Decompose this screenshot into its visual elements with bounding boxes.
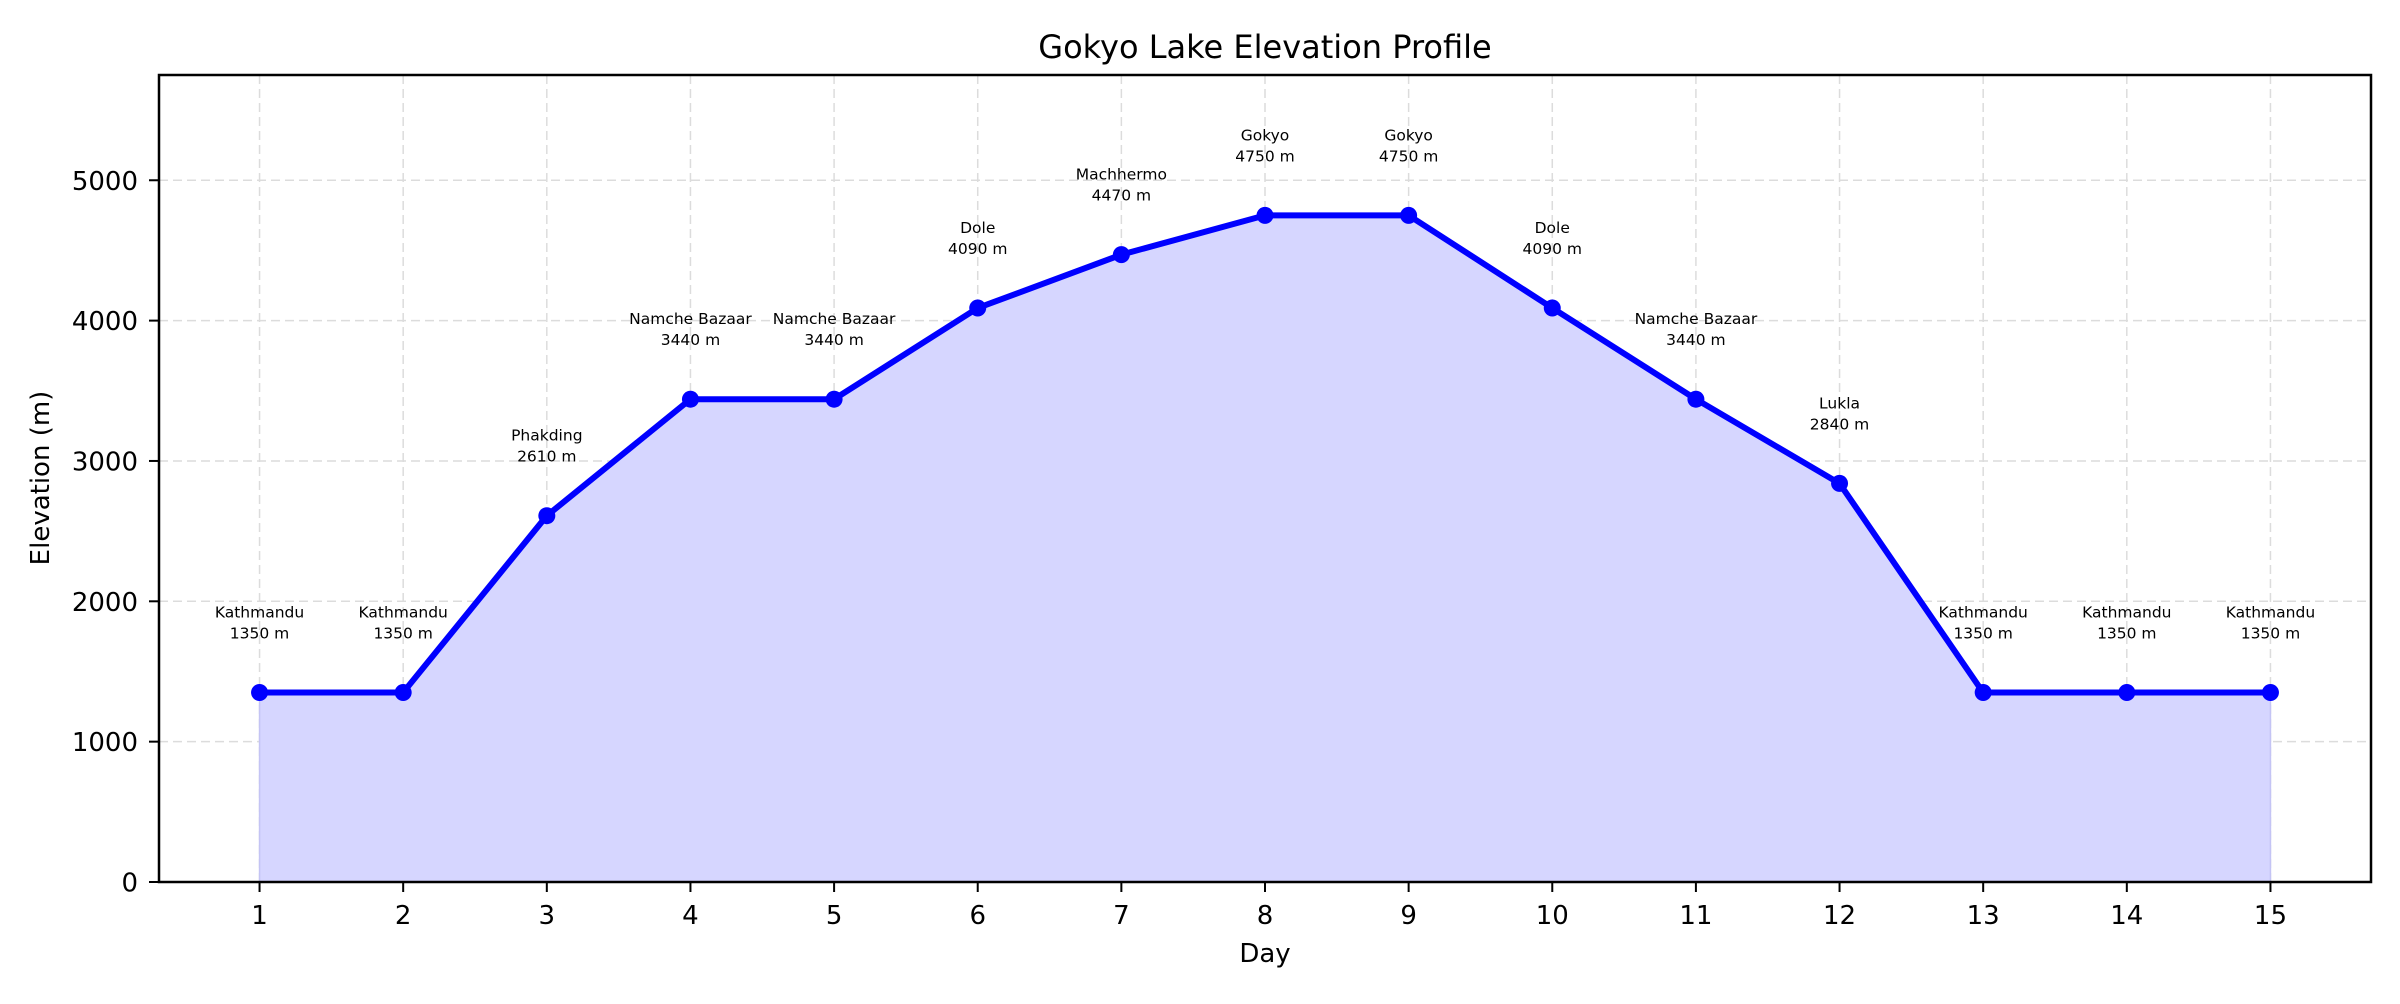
area-fill: [258, 214, 2272, 883]
point-annotation: Machhermo 4470 m: [1076, 166, 1167, 205]
data-point-marker: [1543, 299, 1561, 317]
y-tick-label: 4000: [72, 307, 138, 337]
data-point-marker: [2118, 684, 2136, 702]
x-tick-label: 8: [1257, 901, 1274, 931]
annotation-location: Kathmandu: [1938, 604, 2027, 622]
point-annotation: Kathmandu 1350 m: [2226, 604, 2315, 643]
x-tick-label: 10: [1536, 901, 1569, 931]
annotation-elevation: 4750 m: [1379, 147, 1438, 165]
x-tick-label: 1: [251, 901, 268, 931]
annotation-elevation: 2610 m: [517, 448, 576, 466]
annotation-location: Namche Bazaar: [629, 310, 752, 328]
data-point-marker: [969, 299, 987, 317]
point-annotation: Dole 4090 m: [1523, 219, 1582, 258]
point-annotation: Dole 4090 m: [948, 219, 1007, 258]
x-tick-label: 6: [969, 901, 986, 931]
annotation-elevation: 1350 m: [230, 625, 289, 643]
annotation-location: Kathmandu: [2226, 604, 2315, 622]
point-annotation: Kathmandu 1350 m: [358, 604, 447, 643]
x-tick-label: 14: [2110, 901, 2143, 931]
x-tick-label: 3: [539, 901, 556, 931]
data-point-marker: [681, 390, 699, 408]
annotation-elevation: 3440 m: [804, 331, 863, 349]
x-tick-label: 13: [1967, 901, 2000, 931]
annotation-elevation: 4090 m: [948, 240, 1007, 258]
data-point-marker: [1256, 206, 1274, 224]
annotation-location: Gokyo: [1241, 126, 1290, 144]
annotation-location: Phakding: [511, 427, 582, 445]
annotation-elevation: 3440 m: [661, 331, 720, 349]
y-axis-ticks: 0 1000 2000 3000 4000 5000: [72, 167, 159, 899]
annotation-location: Namche Bazaar: [773, 310, 896, 328]
data-point-marker: [1974, 684, 1992, 702]
y-tick-label: 3000: [72, 447, 138, 477]
y-tick-label: 2000: [72, 588, 138, 618]
y-tick-label: 5000: [72, 167, 138, 197]
point-annotation: Kathmandu 1350 m: [2082, 604, 2171, 643]
data-point-marker: [1831, 474, 1849, 492]
point-annotation: Phakding 2610 m: [511, 427, 582, 466]
x-tick-label: 12: [1823, 901, 1856, 931]
annotation-location: Lukla: [1819, 394, 1860, 412]
data-point-marker: [1687, 390, 1705, 408]
elevation-area: [258, 214, 2272, 883]
x-tick-label: 5: [826, 901, 843, 931]
annotation-location: Dole: [960, 219, 995, 237]
annotation-location: Kathmandu: [358, 604, 447, 622]
x-tick-label: 2: [395, 901, 412, 931]
x-axis-ticks: 1 2 3 4 5 6 7 8 9 10 11 12 13 14 15: [251, 882, 2287, 931]
point-annotation: Lukla 2840 m: [1810, 394, 1869, 433]
point-annotation: Namche Bazaar 3440 m: [1635, 310, 1758, 349]
annotation-elevation: 3440 m: [1666, 331, 1725, 349]
data-point-marker: [538, 507, 556, 525]
data-point-marker: [251, 684, 269, 702]
x-tick-label: 11: [1679, 901, 1712, 931]
point-annotation: Kathmandu 1350 m: [215, 604, 304, 643]
annotation-elevation: 4470 m: [1092, 187, 1151, 205]
annotation-elevation: 4090 m: [1523, 240, 1582, 258]
point-annotation: Gokyo 4750 m: [1379, 126, 1438, 165]
data-point-marker: [394, 684, 412, 702]
annotation-elevation: 1350 m: [1953, 625, 2012, 643]
point-annotation: Kathmandu 1350 m: [1938, 604, 2027, 643]
y-tick-label: 0: [121, 869, 138, 899]
x-tick-label: 15: [2254, 901, 2287, 931]
chart-title: Gokyo Lake Elevation Profile: [1038, 28, 1491, 66]
data-point-marker: [1112, 246, 1130, 264]
annotation-location: Namche Bazaar: [1635, 310, 1758, 328]
data-markers: [251, 206, 2279, 702]
point-annotations: Kathmandu 1350 m Kathmandu 1350 m Phakding 26…: [215, 126, 2315, 642]
x-axis-label: Day: [1239, 939, 1290, 969]
annotation-elevation: 1350 m: [2097, 625, 2156, 643]
point-annotation: Namche Bazaar 3440 m: [773, 310, 896, 349]
y-axis-label: Elevation (m): [26, 391, 56, 566]
point-annotation: Gokyo 4750 m: [1235, 126, 1294, 165]
annotation-elevation: 4750 m: [1235, 147, 1294, 165]
annotation-location: Kathmandu: [215, 604, 304, 622]
annotation-location: Gokyo: [1384, 126, 1433, 144]
data-point-marker: [1400, 206, 1418, 224]
point-annotation: Namche Bazaar 3440 m: [629, 310, 752, 349]
x-tick-label: 7: [1113, 901, 1130, 931]
annotation-location: Dole: [1535, 219, 1570, 237]
annotation-elevation: 1350 m: [2241, 625, 2300, 643]
annotation-elevation: 1350 m: [373, 625, 432, 643]
annotation-elevation: 2840 m: [1810, 415, 1869, 433]
x-tick-label: 9: [1400, 901, 1417, 931]
x-tick-label: 4: [682, 901, 699, 931]
data-point-marker: [825, 390, 843, 408]
data-point-marker: [2261, 684, 2279, 702]
annotation-location: Machhermo: [1076, 166, 1167, 184]
annotation-location: Kathmandu: [2082, 604, 2171, 622]
y-tick-label: 1000: [72, 728, 138, 758]
